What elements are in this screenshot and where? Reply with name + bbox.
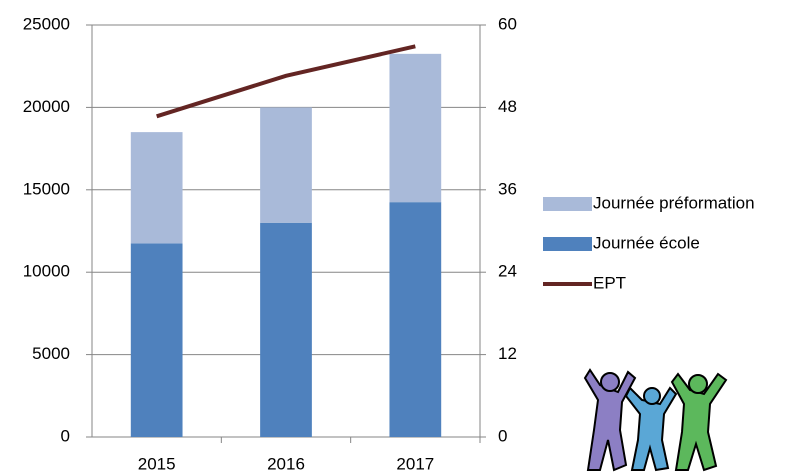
- legend-swatch: [543, 237, 592, 251]
- y-tick-label: 5000: [32, 344, 70, 363]
- y2-tick-label: 36: [498, 179, 517, 198]
- legend-label: Journée école: [593, 233, 700, 252]
- bar: [389, 53, 442, 203]
- bar: [260, 222, 312, 437]
- y-tick-label: 15000: [23, 179, 70, 198]
- x-tick-label: 2015: [138, 454, 176, 473]
- y-tick-label: 10000: [23, 262, 70, 281]
- x-tick-label: 2017: [396, 454, 434, 473]
- legend-label: EPT: [593, 273, 626, 292]
- y2-tick-label: 48: [498, 97, 517, 116]
- bar: [130, 243, 183, 437]
- y2-tick-label: 12: [498, 344, 517, 363]
- bar: [389, 202, 442, 437]
- y2-tick-label: 60: [498, 14, 517, 33]
- bar: [130, 132, 183, 244]
- bar: [260, 107, 312, 223]
- legend-label: Journée préformation: [593, 193, 755, 212]
- y2-tick-label: 24: [498, 262, 517, 281]
- y2-tick-label: 0: [498, 426, 507, 445]
- y-tick-label: 25000: [23, 14, 70, 33]
- x-tick-label: 2016: [267, 454, 305, 473]
- legend-swatch: [543, 197, 592, 211]
- logo: [583, 368, 728, 472]
- line: [156, 44, 416, 119]
- y-tick-label: 0: [61, 426, 70, 445]
- y-tick-label: 20000: [23, 97, 70, 116]
